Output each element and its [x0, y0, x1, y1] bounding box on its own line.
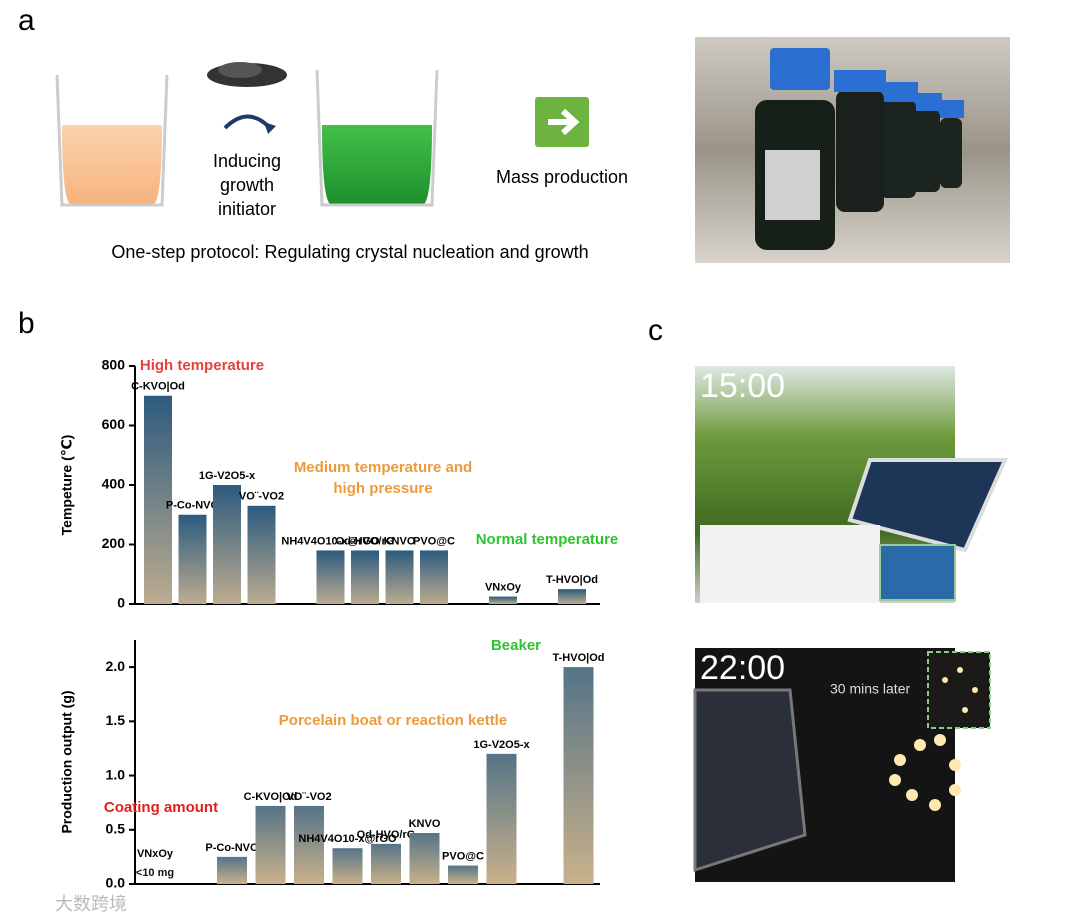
- panel-label: a: [18, 4, 35, 37]
- category-label: P-Co-NVO: [166, 500, 220, 512]
- night-photo: [693, 648, 991, 882]
- y-tick-label: 600: [102, 416, 126, 432]
- bar: [178, 514, 207, 604]
- bar: [486, 753, 517, 884]
- step-label: Inducing: [213, 151, 281, 171]
- watermark: 大数跨境: [55, 894, 127, 914]
- bar: [316, 550, 345, 604]
- arrow-curve: [223, 114, 272, 130]
- y-tick-label: 2.0: [106, 658, 126, 674]
- bar: [385, 550, 414, 604]
- annotation: Medium temperature and: [294, 459, 472, 476]
- category-label: Od-HVO/rG: [336, 535, 395, 547]
- y-tick-label: 0.0: [106, 875, 126, 891]
- category-label: VO¨-VO2: [239, 491, 284, 503]
- category-label: NH4V4O10-x@rGO: [281, 535, 380, 547]
- panel-label: c: [648, 314, 663, 347]
- category-label: KNVO: [409, 818, 441, 830]
- category-label: T-HVO|Od: [553, 652, 605, 664]
- beaker-orange: [55, 74, 169, 207]
- y-axis-label: Production output (g): [59, 690, 75, 833]
- annotation: High temperature: [140, 357, 264, 374]
- category-label: C-KVO|Od: [131, 381, 185, 393]
- bar: [558, 589, 586, 604]
- bar: [217, 856, 247, 884]
- y-tick-label: 1.0: [106, 766, 126, 782]
- category-label: KNVO: [384, 535, 416, 547]
- bar: [563, 667, 594, 884]
- annotation: Beaker: [491, 637, 541, 654]
- category-label: PVO@C: [413, 535, 455, 547]
- category-label: VNxOy: [485, 581, 522, 593]
- category-label: VNxOy: [137, 848, 174, 860]
- y-tick-label: 0.5: [106, 820, 126, 836]
- step-label: initiator: [218, 199, 276, 219]
- annotation: Normal temperature: [476, 531, 619, 548]
- bar: [448, 865, 478, 884]
- category-label: PVO@C: [442, 850, 484, 862]
- time-label: 15:00: [700, 367, 785, 405]
- category-label: VO¨-VO2: [286, 791, 331, 803]
- bar: [144, 395, 172, 604]
- bar: [247, 505, 276, 604]
- bar: [371, 843, 401, 884]
- bar: [213, 485, 241, 604]
- caption: One-step protocol: Regulating crystal nu…: [111, 242, 588, 262]
- category-label: T-HVO|Od: [546, 574, 598, 586]
- bottles-photo: [695, 37, 1010, 263]
- bar: [351, 550, 379, 604]
- y-tick-label: 0: [117, 595, 125, 611]
- category-label: Od-HVO/rG: [357, 829, 416, 841]
- y-tick-label: 200: [102, 535, 126, 551]
- annotation: Porcelain boat or reaction kettle: [279, 712, 507, 729]
- bar: [255, 805, 286, 884]
- annotation: <10 mg: [136, 867, 174, 879]
- arrow-head: [264, 122, 276, 134]
- category-label: 1G-V2O5-x: [199, 470, 256, 482]
- inset-note: 30 mins later: [830, 681, 910, 697]
- bar: [294, 805, 324, 884]
- category-label: C-KVO|Od: [244, 791, 298, 803]
- panel-label: b: [18, 307, 35, 340]
- y-axis-label: Tempeture (℃): [59, 435, 75, 536]
- y-tick-label: 1.5: [106, 712, 126, 728]
- y-tick-label: 800: [102, 357, 126, 373]
- bar: [332, 848, 363, 884]
- bar: [409, 833, 440, 884]
- powder: [207, 62, 287, 87]
- y-tick-label: 400: [102, 476, 126, 492]
- category-label: P-Co-NVO: [205, 842, 259, 854]
- annotation: high pressure: [333, 480, 432, 497]
- beaker-green: [315, 69, 439, 207]
- category-label: 1G-V2O5-x: [473, 739, 530, 751]
- time-label: 22:00: [700, 649, 785, 687]
- step-label: growth: [220, 175, 274, 195]
- category-label: NH4V4O10-x@rGO: [298, 833, 397, 845]
- next-arrow: [548, 108, 580, 136]
- annotation: Coating amount: [104, 799, 218, 816]
- day-photo: [695, 366, 1009, 603]
- mass-production-label: Mass production: [496, 167, 628, 187]
- bar: [489, 596, 517, 604]
- bar: [420, 550, 448, 604]
